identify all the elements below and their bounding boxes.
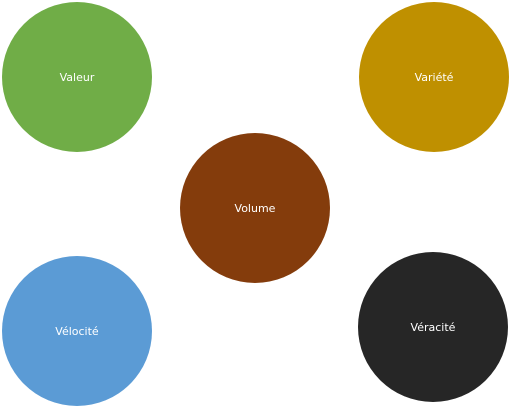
node-velocite-label: Vélocité — [55, 324, 99, 338]
node-valeur-label: Valeur — [59, 70, 95, 84]
node-volume: Volume — [180, 133, 330, 283]
node-variete-label: Variété — [414, 70, 454, 84]
node-valeur: Valeur — [2, 2, 152, 152]
node-variete: Variété — [359, 2, 509, 152]
node-velocite: Vélocité — [2, 256, 152, 406]
node-veracite: Véracité — [358, 252, 508, 402]
node-veracite-label: Véracité — [410, 320, 456, 334]
node-volume-label: Volume — [234, 201, 276, 215]
